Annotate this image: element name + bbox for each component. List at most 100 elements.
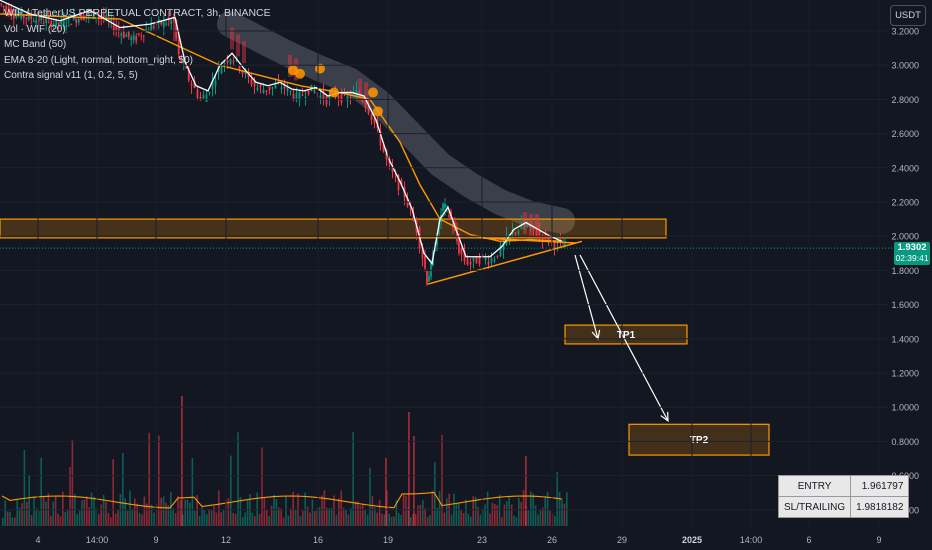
candle-body bbox=[364, 103, 367, 108]
volume-bar bbox=[496, 505, 498, 526]
candle-body bbox=[102, 15, 105, 18]
candle-body bbox=[226, 60, 229, 63]
volume-bar bbox=[256, 492, 258, 526]
volume-bar bbox=[340, 490, 342, 526]
candle-body bbox=[5, 6, 8, 10]
candle-body bbox=[538, 230, 541, 235]
volume-bar bbox=[352, 431, 354, 526]
candle-body bbox=[211, 80, 214, 89]
candle-body bbox=[271, 86, 274, 89]
candle-body bbox=[202, 95, 205, 99]
y-tick-label: 1.4000 bbox=[891, 334, 919, 344]
legend-contra-signal[interactable]: Contra signal v11 (1, 0.2, 5, 5) bbox=[4, 70, 138, 81]
volume-spike bbox=[181, 396, 183, 526]
volume-spike bbox=[525, 456, 527, 526]
volume-bar bbox=[314, 511, 316, 526]
volume-bar bbox=[134, 498, 136, 526]
legend-volume[interactable]: Vol · WIF (20) bbox=[4, 23, 66, 35]
candle-body bbox=[130, 36, 133, 40]
volume-bar bbox=[450, 514, 453, 526]
resistance-trendline bbox=[479, 237, 577, 244]
candle-body bbox=[250, 79, 253, 85]
candle-body bbox=[12, 15, 15, 19]
y-tick-label: 2.6000 bbox=[891, 129, 919, 139]
y-tick-label: 1.0000 bbox=[891, 403, 919, 413]
candle-body bbox=[517, 230, 520, 234]
candle-body bbox=[436, 237, 438, 246]
volume-bar bbox=[378, 499, 381, 526]
volume-bar bbox=[242, 517, 244, 526]
sl-trailing-label: SL/TRAILING bbox=[777, 496, 852, 518]
signal-bar bbox=[173, 19, 177, 42]
candle-body bbox=[328, 94, 331, 100]
candle-body bbox=[502, 242, 505, 251]
volume-bar bbox=[26, 501, 28, 526]
currency-button[interactable]: USDT bbox=[890, 5, 926, 26]
volume-bar bbox=[246, 499, 249, 526]
candle-body bbox=[325, 95, 328, 105]
legend-mc-band[interactable]: MC Band (50) bbox=[4, 39, 67, 50]
y-tick-label: 1.6000 bbox=[891, 300, 919, 310]
volume-bar bbox=[30, 515, 33, 526]
candle-body bbox=[319, 95, 322, 99]
volume-bar bbox=[64, 512, 66, 526]
volume-bar bbox=[129, 490, 131, 526]
volume-bar bbox=[110, 517, 112, 526]
y-tick-label: 3.0000 bbox=[891, 61, 919, 71]
volume-bar bbox=[494, 504, 496, 526]
time-axis: 4 14:00 9 12 16 19 23 26 29 2025 14:00 6 9 bbox=[35, 0, 882, 545]
volume-bar bbox=[542, 507, 544, 526]
candle-body bbox=[177, 35, 180, 55]
volume-bar bbox=[491, 502, 494, 526]
x-tick-label: 9 bbox=[876, 535, 881, 545]
volume-bar bbox=[345, 510, 347, 526]
volume-bar bbox=[554, 516, 556, 526]
volume-bar bbox=[318, 506, 321, 526]
candle-body bbox=[10, 8, 13, 16]
volume-bar bbox=[472, 496, 474, 526]
candle-body bbox=[463, 250, 466, 262]
volume-bar bbox=[136, 503, 138, 526]
volume-bar bbox=[285, 495, 287, 526]
volume-bar bbox=[261, 447, 263, 526]
volume-bar bbox=[215, 512, 218, 526]
candle-body bbox=[256, 87, 259, 90]
candle-body bbox=[274, 84, 277, 89]
candle-body bbox=[85, 15, 88, 17]
candle-body bbox=[241, 70, 244, 74]
candle-body bbox=[421, 246, 424, 259]
candle-body bbox=[442, 203, 444, 211]
signal-bar bbox=[236, 34, 240, 57]
legend-ema[interactable]: EMA 8-20 (Light, normal, bottom_right, 5… bbox=[4, 54, 193, 66]
volume-bar bbox=[131, 508, 134, 526]
candle-body bbox=[32, 21, 35, 23]
volume-bar bbox=[426, 517, 429, 526]
candle-body bbox=[460, 247, 463, 255]
volume-layer bbox=[1, 396, 568, 526]
drawings-layer bbox=[427, 237, 669, 423]
y-tick-label: 2.2000 bbox=[891, 198, 919, 208]
entry-label: ENTRY bbox=[777, 475, 852, 497]
volume-bar bbox=[558, 491, 561, 526]
volume-bar bbox=[38, 510, 40, 526]
x-tick-label: 9 bbox=[153, 535, 158, 545]
volume-bar bbox=[179, 500, 182, 526]
candle-body bbox=[22, 15, 25, 18]
volume-bar bbox=[4, 500, 6, 526]
volume-bar bbox=[342, 507, 345, 526]
candle-body bbox=[15, 15, 18, 18]
bar-countdown: 02:39:41 bbox=[895, 253, 929, 263]
candle-body bbox=[77, 18, 80, 23]
candle-body bbox=[57, 22, 60, 25]
candle-body bbox=[150, 24, 153, 32]
legend-symbol-title[interactable]: WIF / TetherUS PERPETUAL CONTRACT, 3h, B… bbox=[4, 7, 271, 19]
volume-bar bbox=[290, 508, 292, 526]
volume-bar bbox=[21, 502, 23, 526]
y-tick-label: 1.2000 bbox=[891, 369, 919, 379]
candle-body bbox=[456, 229, 458, 242]
x-tick-label: 26 bbox=[547, 535, 557, 545]
candle-body bbox=[117, 28, 120, 32]
volume-bar bbox=[172, 508, 174, 526]
entry-info-table: ENTRY 1.961797 SL/TRAILING 1.9818182 bbox=[777, 475, 910, 518]
